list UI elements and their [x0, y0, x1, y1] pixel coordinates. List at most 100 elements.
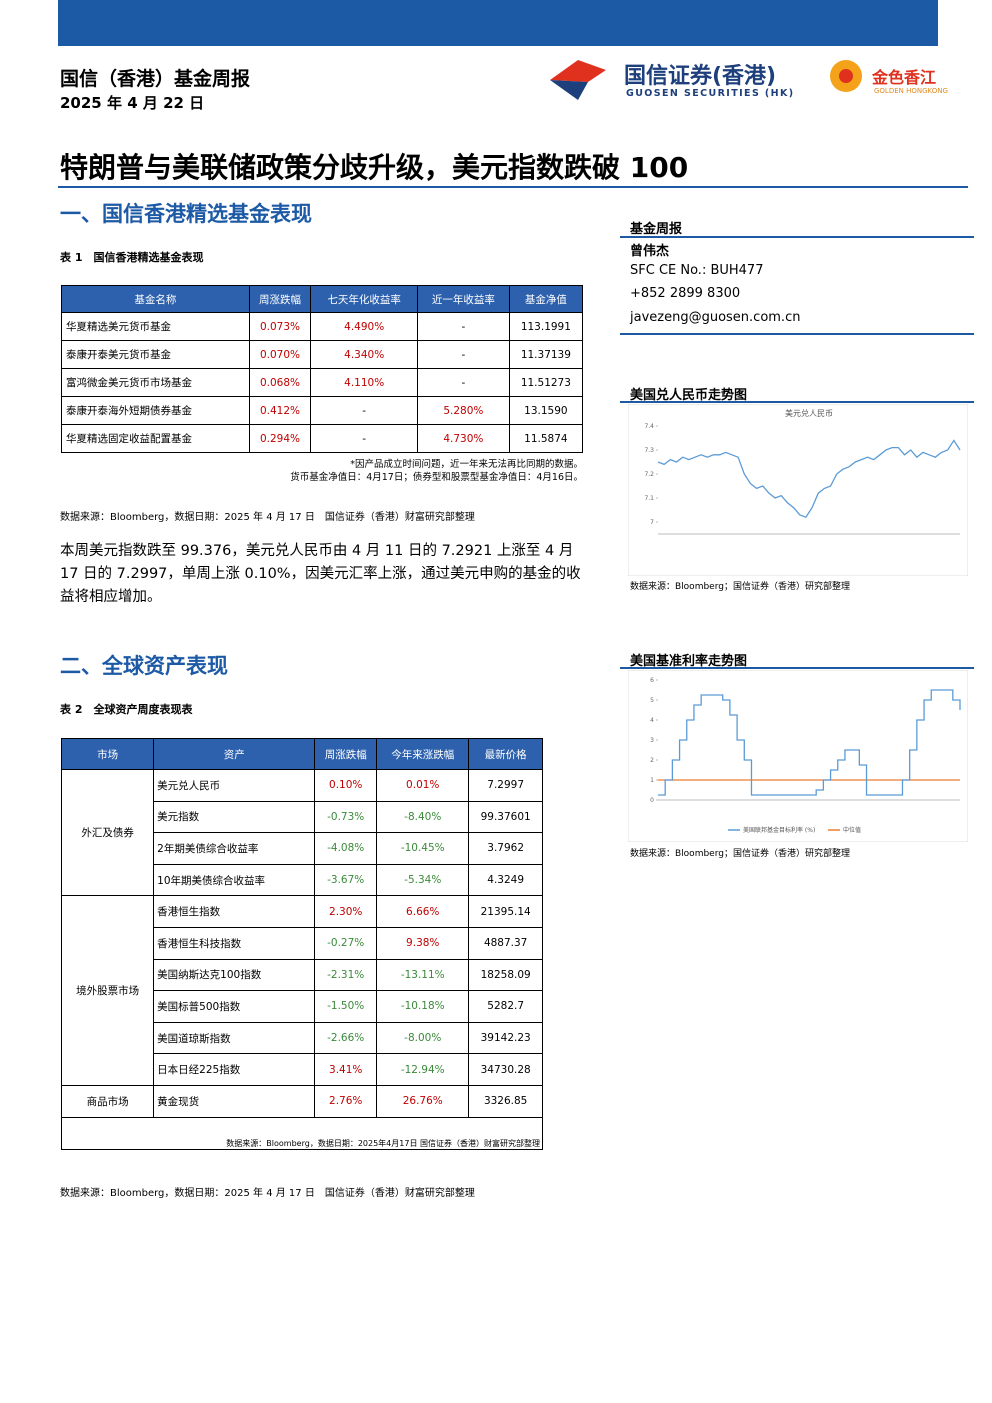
report-date: 2025 年 4 月 22 日 [60, 94, 205, 112]
cell: 34730.28 [468, 1053, 543, 1086]
row: 华夏精选美元货币基金 0.073% 4.490% -113.1991 [61, 312, 584, 341]
cell: 香港恒生科技指数 [153, 926, 316, 960]
cell: 99.37601 [468, 800, 543, 834]
cell: - [310, 424, 419, 453]
logo-icon [550, 60, 606, 100]
row: 美元指数 -0.73% -8.40% 99.37601 [62, 800, 543, 834]
chart: 0 1 2 3 4 5 6 美国联邦基金目标利率 (%) 中位值 [628, 670, 968, 842]
row: 外汇及债券 美元兑人民币 0.10% 0.01% 7.2997 [60, 768, 543, 897]
column-header: 周涨跌幅 [314, 738, 378, 770]
cell: 11.37139 [508, 340, 584, 369]
table2-wrap: 市场 资产 周涨跌幅 今年来涨跌幅 最新价格 外汇及债券 美元兑人民币 0.10% 0.01% 7… [60, 738, 543, 1150]
cell: -4.08% [314, 832, 378, 865]
row: 境外股票市场 香港恒生指数 2.30% 6.66% 21395.14 [60, 895, 543, 1086]
cell: 0.412% [248, 396, 312, 425]
column-header: 七天年化收益率 [310, 285, 419, 313]
row: 美国纳斯达克100指数 -2.31% -13.11% 18258.09 [62, 958, 543, 992]
cell: - [417, 368, 510, 397]
cell: 0.068% [248, 368, 312, 397]
chart-frame [628, 670, 968, 842]
email: javezeng@guosen.com.cn [630, 310, 801, 325]
source: 数据来源：Bloomberg；国信证券（香港）研究部整理 [630, 849, 850, 859]
cell: 4.730% [417, 424, 510, 453]
cell: 113.1991 [508, 312, 584, 341]
y-tick-label: 7.1 [644, 495, 654, 502]
legend-label: 美国联邦基金目标利率 (%) [743, 826, 815, 834]
y-tick-label: 7.3 [644, 447, 654, 454]
cell: 6.66% [376, 895, 470, 928]
cell: 富鸿微金美元货币市场基金 [61, 368, 250, 397]
market-cell: 外汇及债券 [60, 768, 155, 897]
row: 美国标普500指数 -1.50% -10.18% 5282.7 [62, 990, 543, 1023]
header-row: 基金名称 周涨跌幅 七天年化收益率 近一年收益率 基金净值 [61, 285, 584, 313]
cell: - [417, 312, 510, 341]
y-tick-label: 1 [650, 777, 654, 784]
cell: 日本日经225指数 [153, 1053, 316, 1086]
column-header: 市场 [60, 738, 155, 770]
y-tick-label: 2 [650, 757, 654, 764]
top-bar [58, 0, 938, 46]
cell: 26.76% [376, 1084, 470, 1118]
row: 泰康开泰美元货币基金 0.070% 4.340% -11.37139 [61, 340, 584, 369]
source: 数据来源：Bloomberg；国信证券（香港）研究部整理 [630, 582, 850, 592]
cell: 3.7962 [468, 832, 543, 865]
row: 美国道琼斯指数 -2.66% -8.00% 39142.23 [62, 1021, 543, 1055]
brand-name: 金色香江 [872, 68, 937, 87]
logo-name: 国信证券(香港) [624, 64, 777, 89]
section-heading: 一、国信香港精选基金表现 [60, 202, 312, 226]
chart: 美元兑人民币 7 7.1 7.2 7.3 7.4 [628, 404, 968, 576]
phone: +852 2899 8300 [630, 286, 741, 301]
cell: 0.01% [376, 769, 470, 802]
column-header: 今年来涨跌幅 [376, 738, 470, 770]
cell: 美国纳斯达克100指数 [153, 958, 316, 992]
cell: - [417, 340, 510, 369]
cell: -8.00% [376, 1021, 470, 1055]
cell: -8.40% [376, 800, 470, 834]
cell: 9.38% [376, 926, 470, 960]
logo-english: GUOSEN SECURITIES (HK) [626, 88, 795, 99]
cell: 美国标普500指数 [153, 990, 316, 1023]
cell: 5282.7 [468, 990, 543, 1023]
cell: -3.67% [314, 863, 378, 897]
cell: 13.1590 [508, 396, 584, 425]
cell: -13.11% [376, 958, 470, 992]
y-tick-label: 0 [650, 797, 654, 804]
source: 数据来源：Bloomberg，数据日期：2025 年 4 月 17 日 国信证券… [60, 512, 475, 523]
y-tick-label: 3 [650, 737, 654, 744]
cell: 0.10% [314, 769, 378, 802]
cell: 泰康开泰海外短期债券基金 [61, 396, 250, 425]
cell: 4.490% [310, 312, 419, 341]
table: 基金名称 周涨跌幅 七天年化收益率 近一年收益率 基金净值 华夏精选美元货币基金 0.073… [61, 285, 584, 453]
rule [620, 333, 974, 335]
legend-label: 中位值 [843, 826, 861, 834]
table1-wrap: 基金名称 周涨跌幅 七天年化收益率 近一年收益率 基金净值 华夏精选美元货币基金 0.073… [61, 285, 584, 484]
source: 数据来源：Bloomberg，数据日期：2025 年 4 月 17 日 国信证券… [60, 1188, 475, 1199]
cell: 3326.85 [468, 1084, 543, 1118]
chart-inner-title: 美元兑人民币 [785, 408, 833, 418]
cell: 5.280% [417, 396, 510, 425]
cell: 21395.14 [468, 895, 543, 928]
cell: 39142.23 [468, 1021, 543, 1055]
cell: 华夏精选固定收益配置基金 [61, 424, 250, 453]
table-footer: 数据来源：Bloomberg，数据日期：2025年4月17日 国信证券（香港）财… [61, 1116, 543, 1150]
market-cell: 境外股票市场 [60, 895, 155, 1086]
column-header: 周涨跌幅 [248, 285, 312, 313]
cell: 香港恒生指数 [153, 895, 316, 928]
table-note: *因产品成立时间问题，近一年来无法再比同期的数据。 [350, 459, 583, 470]
line [657, 439, 961, 518]
sfc: SFC CE No.: BUH477 [630, 263, 764, 278]
cell: 0.073% [248, 312, 312, 341]
cell: 4.3249 [468, 863, 543, 897]
chart-title: 美国基准利率走势图 [630, 654, 748, 669]
row: 日本日经225指数 3.41% -12.94% 34730.28 [62, 1053, 543, 1086]
cell: 18258.09 [468, 958, 543, 992]
table-caption: 表 1 国信香港精选基金表现 [60, 251, 204, 264]
cell: 4887.37 [468, 926, 543, 960]
section-heading: 二、全球资产表现 [60, 654, 228, 678]
cell: - [310, 396, 419, 425]
cell: -10.18% [376, 990, 470, 1023]
chart-frame [628, 404, 968, 576]
line [658, 689, 961, 796]
cell: -12.94% [376, 1053, 470, 1086]
